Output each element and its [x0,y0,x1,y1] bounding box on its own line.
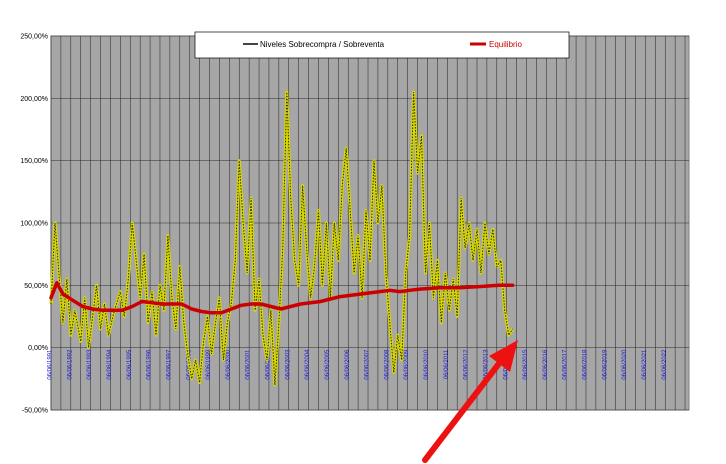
x-tick-label: 06/06/2005 [325,349,331,380]
y-tick-label: 150,00% [20,158,48,165]
series-line-niveles-dots [50,92,514,386]
legend-label-niveles: Niveles Sobrecompra / Sobreventa [260,40,385,49]
x-tick-label: 06/06/2017 [563,349,569,380]
x-tick-label: 06/06/1997 [166,349,172,380]
x-tick-label: 06/06/2006 [345,349,351,380]
x-tick-label: 06/06/2000 [226,349,232,380]
x-tick-label: 06/06/2009 [404,349,410,380]
y-tick-label: 50,00% [24,283,48,290]
x-tick-label: 06/06/1994 [107,349,113,380]
arrow-shaft [422,354,507,463]
y-tick-labels: 250,00% 200,00% 150,00% 100,00% 50,00% 0,00% -… [20,34,48,415]
legend-label-equilibrio: Equilibrio [489,40,522,49]
x-tick-label: 06/06/2011 [444,349,450,379]
arrow-head [489,340,518,372]
y-tick-label: 250,00% [20,34,48,41]
x-tick-label: 06/06/2016 [543,349,549,380]
x-tick-label: 06/06/2007 [365,349,371,380]
x-tick-label: 06/06/2001 [246,349,252,380]
x-tick-label: 06/06/2022 [662,349,668,380]
y-tick-label: 100,00% [20,221,48,228]
y-tick-label: -50,00% [22,408,48,415]
x-tick-label: 06/06/1992 [67,349,73,380]
x-tick-label: 06/06/2020 [622,349,628,380]
y-tick-label: 200,00% [20,96,48,103]
legend: Niveles Sobrecompra / Sobreventa Equilib… [194,31,570,59]
x-tick-label: 06/06/2015 [523,349,529,380]
x-tick-label: 06/06/2002 [266,349,272,380]
red-arrow-annotation [422,340,518,463]
x-tick-label: 06/06/1991 [48,349,54,380]
x-tick-label: 06/06/2008 [384,349,390,380]
series-lines [49,90,515,387]
x-tick-label: 06/06/1999 [206,349,212,380]
x-tick-label: 06/06/2013 [483,349,489,380]
x-tick-label: 06/06/1996 [147,349,153,380]
x-tick-label: 06/06/1995 [127,349,133,380]
series-line-equilibrio [49,281,515,315]
x-tick-label: 06/06/2003 [285,349,291,380]
x-tick-label: 06/06/1993 [87,349,93,380]
x-tick-label: 06/06/2018 [583,349,589,380]
x-tick-label: 06/06/2004 [305,349,311,380]
x-tick-label: 06/06/2012 [464,349,470,380]
x-tick-label: 06/06/2021 [642,349,648,380]
x-tick-label: 06/06/2010 [424,349,430,380]
y-tick-label: 0,00% [28,345,48,352]
x-tick-label: 06/06/2019 [602,349,608,380]
